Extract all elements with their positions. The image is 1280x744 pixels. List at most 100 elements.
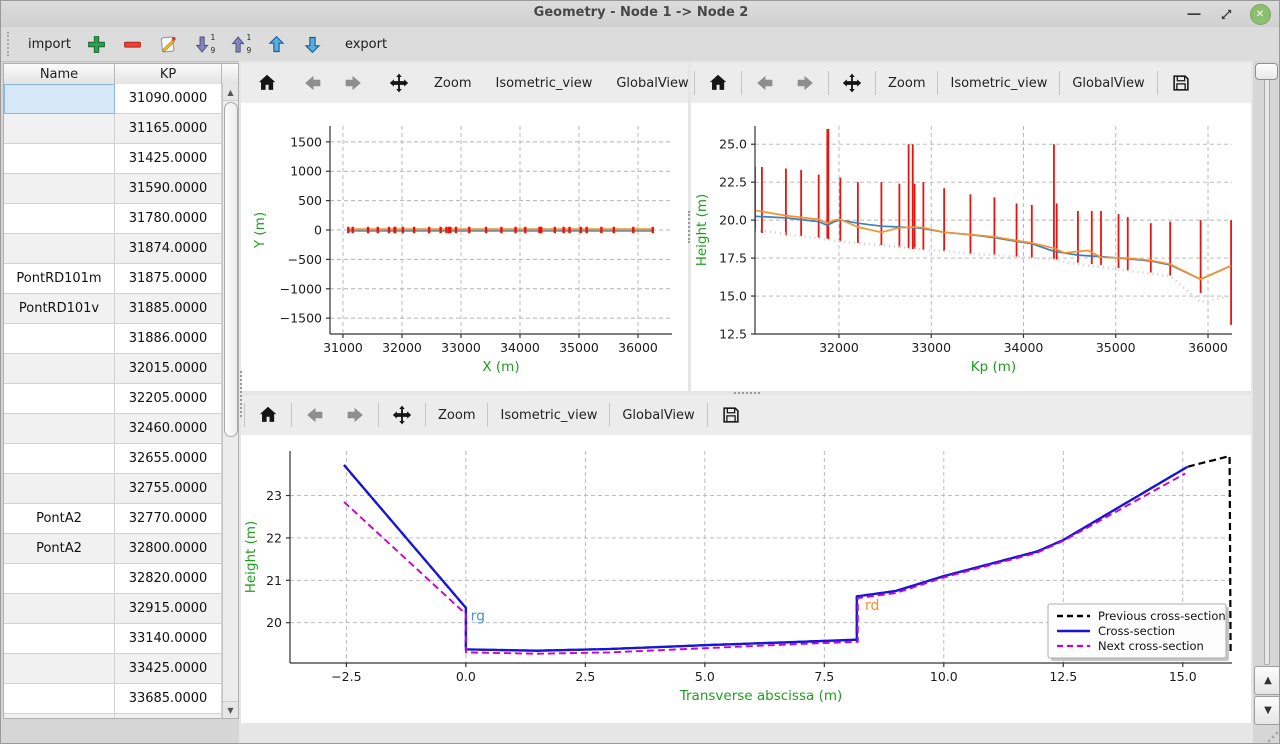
kp-cell[interactable]: 32655.0000 (115, 444, 222, 474)
table-row[interactable]: 33140.0000 (4, 624, 222, 654)
home-button[interactable] (247, 69, 287, 97)
close-button[interactable]: ✕ (1249, 3, 1271, 25)
zoom-button[interactable]: Zoom (888, 75, 926, 91)
kp-cell[interactable]: 31090.0000 (115, 84, 222, 114)
minimize-button[interactable]: ― (1187, 6, 1201, 22)
home-button[interactable] (248, 401, 288, 429)
name-cell[interactable] (4, 684, 115, 714)
name-cell[interactable] (4, 564, 115, 594)
column-header-kp[interactable]: KP (115, 64, 222, 84)
kp-cell[interactable]: 31165.0000 (115, 114, 222, 144)
globalview-button[interactable]: GlobalView (622, 407, 695, 423)
table-row[interactable]: 31886.0000 (4, 324, 222, 354)
nav-down-button[interactable]: ▼ (1254, 696, 1279, 725)
table-row[interactable]: PontRD101m 31875.0000 (4, 264, 222, 294)
table-row[interactable]: 33425.0000 (4, 654, 222, 684)
panel-splitter-handle[interactable] (240, 371, 242, 417)
table-row[interactable]: 31425.0000 (4, 144, 222, 174)
kp-cell[interactable]: 32205.0000 (115, 384, 222, 414)
export-button[interactable]: export (344, 36, 388, 52)
table-row[interactable]: 31874.0000 (4, 234, 222, 264)
kp-cell[interactable] (115, 714, 222, 718)
table-row[interactable]: 32755.0000 (4, 474, 222, 504)
remove-button[interactable] (120, 31, 146, 57)
name-cell[interactable] (4, 114, 115, 144)
name-cell[interactable] (4, 414, 115, 444)
column-header-name[interactable]: Name (4, 64, 115, 84)
table-row[interactable]: PontRD101v 31885.0000 (4, 294, 222, 324)
globalview-button[interactable]: GlobalView (1072, 75, 1145, 91)
kp-cell[interactable]: 32915.0000 (115, 594, 222, 624)
name-cell[interactable]: PontA2 (4, 504, 115, 534)
table-row[interactable]: PontA2 32800.0000 (4, 534, 222, 564)
name-cell[interactable] (4, 624, 115, 654)
name-cell[interactable] (4, 204, 115, 234)
table-row[interactable]: 31165.0000 (4, 114, 222, 144)
name-cell[interactable] (4, 234, 115, 264)
name-cell[interactable] (4, 594, 115, 624)
table-row[interactable]: 32205.0000 (4, 384, 222, 414)
kp-cell[interactable]: 33140.0000 (115, 624, 222, 654)
kp-cell[interactable]: 31874.0000 (115, 234, 222, 264)
kp-cell[interactable]: 32755.0000 (115, 474, 222, 504)
kp-cell[interactable]: 33685.0000 (115, 684, 222, 714)
name-cell[interactable] (4, 84, 115, 114)
name-cell[interactable]: PontRD101m (4, 264, 115, 294)
vertical-slider-groove[interactable] (1264, 65, 1270, 665)
kp-cell[interactable]: 32015.0000 (115, 354, 222, 384)
import-button[interactable]: import (28, 36, 71, 52)
zoom-button[interactable]: Zoom (438, 407, 476, 423)
save-button[interactable] (711, 401, 751, 429)
table-row[interactable]: 32915.0000 (4, 594, 222, 624)
kp-cell[interactable]: 31885.0000 (115, 294, 222, 324)
name-cell[interactable] (4, 324, 115, 354)
table-row[interactable]: PontA2 32770.0000 (4, 504, 222, 534)
kp-cell[interactable]: 31780.0000 (115, 204, 222, 234)
kp-cell[interactable]: 32460.0000 (115, 414, 222, 444)
isometric-view-button[interactable]: Isometric_view (495, 75, 593, 91)
move-up-button[interactable] (264, 31, 290, 57)
forward-button[interactable] (333, 69, 373, 97)
kp-cell[interactable]: 31886.0000 (115, 324, 222, 354)
table-row[interactable]: 32015.0000 (4, 354, 222, 384)
window-resize-grip[interactable] (1267, 731, 1279, 743)
name-cell[interactable]: PontRD101v (4, 294, 115, 324)
scroll-down-arrow-icon[interactable]: ▼ (223, 701, 238, 718)
isometric-view-button[interactable]: Isometric_view (950, 75, 1048, 91)
name-cell[interactable] (4, 714, 115, 718)
name-cell[interactable] (4, 654, 115, 684)
move-down-button[interactable] (300, 31, 326, 57)
splitter-handle[interactable] (688, 211, 690, 243)
isometric-view-button[interactable]: Isometric_view (500, 407, 598, 423)
kp-cell[interactable]: 31875.0000 (115, 264, 222, 294)
table-row[interactable]: 32820.0000 (4, 564, 222, 594)
name-cell[interactable] (4, 444, 115, 474)
zoom-button[interactable]: Zoom (434, 75, 472, 91)
kp-cell[interactable]: 32770.0000 (115, 504, 222, 534)
kp-cell[interactable]: 33425.0000 (115, 654, 222, 684)
back-button[interactable] (295, 401, 335, 429)
toolbar-drag-handle[interactable] (7, 32, 12, 56)
globalview-button[interactable]: GlobalView (616, 75, 689, 91)
name-cell[interactable] (4, 384, 115, 414)
table-row[interactable]: 33685.0000 (4, 684, 222, 714)
pan-button[interactable] (379, 69, 419, 97)
table-row[interactable] (4, 714, 222, 718)
name-cell[interactable] (4, 174, 115, 204)
table-scrollbar-thumb[interactable] (224, 102, 238, 437)
table-row[interactable]: 31780.0000 (4, 204, 222, 234)
table-scrollbar[interactable]: ▲ ▼ (222, 84, 238, 718)
edit-button[interactable] (156, 31, 182, 57)
kp-cell[interactable]: 32800.0000 (115, 534, 222, 564)
home-button[interactable] (698, 69, 738, 97)
pan-button[interactable] (832, 69, 872, 97)
table-row[interactable]: 31590.0000 (4, 174, 222, 204)
add-button[interactable] (84, 31, 110, 57)
nav-up-button[interactable]: ▲ (1254, 666, 1279, 695)
kp-cell[interactable]: 31425.0000 (115, 144, 222, 174)
plan-view-chart[interactable]: 31000 32000 33000 34000 35000 36000 −1500 −1000… (242, 103, 688, 391)
name-cell[interactable] (4, 144, 115, 174)
back-button[interactable] (745, 69, 785, 97)
